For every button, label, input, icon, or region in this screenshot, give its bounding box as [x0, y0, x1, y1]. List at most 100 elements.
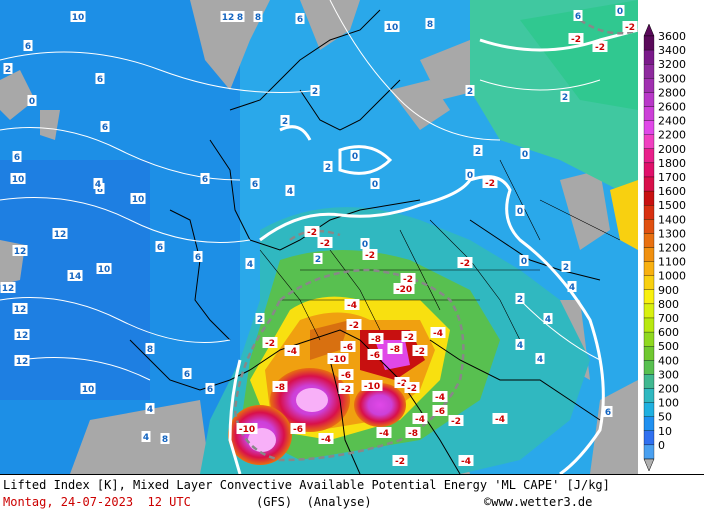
isoline-value-label: -8	[387, 343, 403, 355]
legend-label: 1100	[658, 256, 686, 269]
isoline-value-label: 2	[473, 145, 483, 157]
legend-swatch	[643, 49, 655, 65]
legend-label: 200	[658, 383, 679, 396]
legend-swatch	[643, 444, 655, 460]
isoline-value-label: -10	[327, 353, 349, 365]
legend-label: 2200	[658, 129, 686, 142]
legend-label: 3600	[658, 30, 686, 43]
legend-label: 1200	[658, 242, 686, 255]
svg-text:-6: -6	[343, 343, 353, 353]
svg-text:-2: -2	[341, 385, 351, 395]
svg-text:-4: -4	[415, 415, 425, 425]
isoline-value-label: -2	[392, 455, 408, 467]
svg-text:0: 0	[521, 257, 527, 267]
isoline-value-label: 0	[520, 148, 530, 160]
isoline-value-label: 0	[519, 255, 529, 267]
coastlines	[129, 9, 601, 474]
svg-text:12: 12	[16, 331, 29, 341]
svg-text:-2: -2	[320, 239, 330, 249]
isoline-value-label: 6	[205, 383, 215, 395]
isoline-value-label: -6	[367, 349, 383, 361]
svg-text:-2: -2	[625, 23, 635, 33]
isoline-value-label: -2	[338, 383, 354, 395]
cape-high-area	[228, 296, 450, 465]
isoline-value-label: -2	[317, 237, 333, 249]
svg-text:2: 2	[563, 263, 569, 273]
svg-text:8: 8	[255, 13, 261, 23]
legend-swatch	[643, 92, 655, 107]
isoline-value-label: 6	[250, 178, 260, 190]
isoline-value-label: -4	[492, 413, 508, 425]
legend-swatch	[643, 261, 655, 276]
legend-swatch	[643, 374, 655, 389]
isoline-value-label: 0	[27, 95, 37, 107]
isoline-value-label: -2	[394, 377, 410, 389]
isoline-value-label: -2	[457, 257, 473, 269]
legend-label: 1500	[658, 199, 686, 212]
isoline-value-label: 4	[535, 353, 545, 365]
legend-label: 1800	[658, 157, 686, 170]
svg-text:-2: -2	[403, 275, 413, 285]
isoline-value-label: 2	[465, 85, 475, 97]
svg-text:-2: -2	[395, 457, 405, 467]
map-footer: Lifted Index [K], Mixed Layer Convective…	[0, 474, 704, 513]
legend-swatch	[643, 416, 655, 431]
svg-text:0: 0	[372, 180, 378, 190]
svg-text:6: 6	[605, 408, 611, 418]
copyright-link[interactable]: www.wetter3.de	[491, 495, 593, 509]
isoline-value-label: 10	[130, 193, 146, 205]
isoline-value-label: 12	[52, 228, 68, 240]
isoline-value-label: -6	[340, 341, 356, 353]
isoline-value-label: 0	[360, 238, 370, 250]
isoline-value-label: 4	[93, 178, 103, 190]
up-arrow-icon	[643, 23, 655, 37]
svg-text:2: 2	[325, 163, 331, 173]
svg-text:-4: -4	[379, 429, 389, 439]
svg-text:10: 10	[12, 175, 25, 185]
isoline-value-label: 6	[182, 368, 192, 380]
legend-label: 1700	[658, 171, 686, 184]
isoline-value-label: -10	[361, 380, 383, 392]
legend-label: 3400	[658, 44, 686, 57]
svg-text:-2: -2	[365, 251, 375, 261]
isoline-value-label: -2	[362, 249, 378, 261]
isoline-value-label: 2	[561, 261, 571, 273]
legend-swatch	[643, 289, 655, 305]
legend-label: 2000	[658, 143, 686, 156]
svg-text:6: 6	[157, 243, 163, 253]
isoline-value-label: -6	[338, 369, 354, 381]
isoline-value-label: -4	[430, 327, 446, 339]
isoline-value-label: 6	[295, 13, 305, 25]
svg-text:-2: -2	[451, 417, 461, 427]
svg-text:10: 10	[82, 385, 95, 395]
isoline-value-label: -2	[404, 382, 420, 394]
isoline-value-label: 2	[313, 253, 323, 265]
isoline-value-label: 2	[515, 293, 525, 305]
svg-text:-2: -2	[307, 228, 317, 238]
isoline-value-label: 10	[384, 21, 400, 33]
isoline-value-label: 8	[425, 18, 435, 30]
isoline-value-label: 4	[285, 185, 295, 197]
svg-text:10: 10	[386, 23, 399, 33]
svg-text:-4: -4	[495, 415, 505, 425]
svg-text:-4: -4	[435, 393, 445, 403]
isoline-value-label: 4	[145, 403, 155, 415]
isoline-value-label: -4	[318, 433, 334, 445]
svg-text:6: 6	[14, 153, 20, 163]
svg-text:-2: -2	[415, 347, 425, 357]
svg-text:4: 4	[537, 355, 543, 365]
svg-text:4: 4	[545, 315, 551, 325]
isoline-value-label: -2	[482, 177, 498, 189]
svg-text:-8: -8	[371, 335, 381, 345]
svg-text:-6: -6	[370, 351, 380, 361]
svg-text:0: 0	[362, 240, 368, 250]
legend-swatch	[643, 331, 655, 347]
legend-label: 50	[658, 411, 672, 424]
legend-label: 3000	[658, 72, 686, 85]
svg-text:6: 6	[195, 253, 201, 263]
svg-text:2: 2	[517, 295, 523, 305]
isoline-value-label: 8	[235, 11, 245, 23]
isoline-value-label: -4	[284, 345, 300, 357]
isoline-value-label: 2	[310, 85, 320, 97]
isoline-value-label: 4	[141, 431, 151, 443]
